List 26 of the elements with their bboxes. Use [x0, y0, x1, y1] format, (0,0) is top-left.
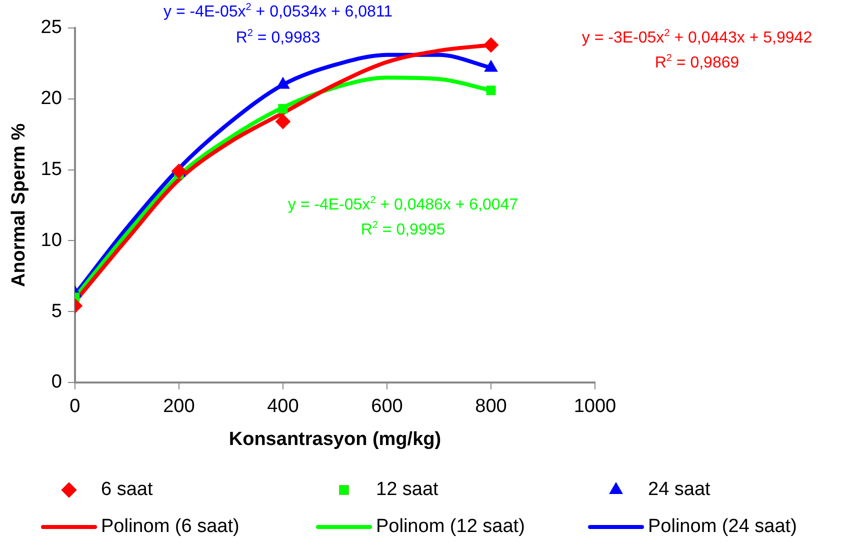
annotation: R$^{2}$ = 0,9983 — [236, 28, 320, 48]
legend-label: 12 saat — [376, 479, 440, 500]
x-tick-label: 400 — [267, 396, 299, 418]
x-tick-label: 600 — [371, 396, 403, 418]
legend-label: Polinom (6 saat) — [101, 516, 240, 538]
x-tick-label: 200 — [163, 396, 195, 418]
x-tick-label: 800 — [475, 396, 507, 418]
annotation: R$^{2}$ = 0,9995 — [360, 220, 446, 240]
x-tick-label: 0 — [70, 396, 80, 418]
y-tick-label: 5 — [51, 300, 62, 322]
y-axis-title: Anormal Sperm % — [8, 123, 30, 288]
x-tick-label: 1000 — [574, 396, 616, 418]
y-tick-label: 20 — [40, 88, 62, 110]
y-tick-label: 15 — [40, 158, 62, 180]
text: y = -4E-05x$^{2}$ + 0,0534x + 6,0811 — [164, 2, 392, 22]
legend-label: Polinom (12 saat) — [376, 516, 525, 538]
y-tick-label: 10 — [40, 230, 62, 251]
y-tick-label: 25 — [40, 17, 62, 38]
x-axis-title: Konsantrasyon (mg/kg) — [228, 428, 442, 450]
y-tick-label: 0 — [51, 372, 62, 393]
legend-label: 6 saat — [101, 479, 154, 500]
legend-label: 24 saat — [648, 479, 712, 500]
annotation: y = -3E-05x$^{2}$ + 0,0443x + 5,9942 — [582, 28, 812, 48]
annotation: y = -4E-05x$^{2}$ + 0,0486x + 6,0047 — [288, 195, 518, 214]
legend-label: Polinom (24 saat) — [648, 516, 797, 538]
text: R$^{2}$ = 0,9869 — [654, 53, 740, 72]
